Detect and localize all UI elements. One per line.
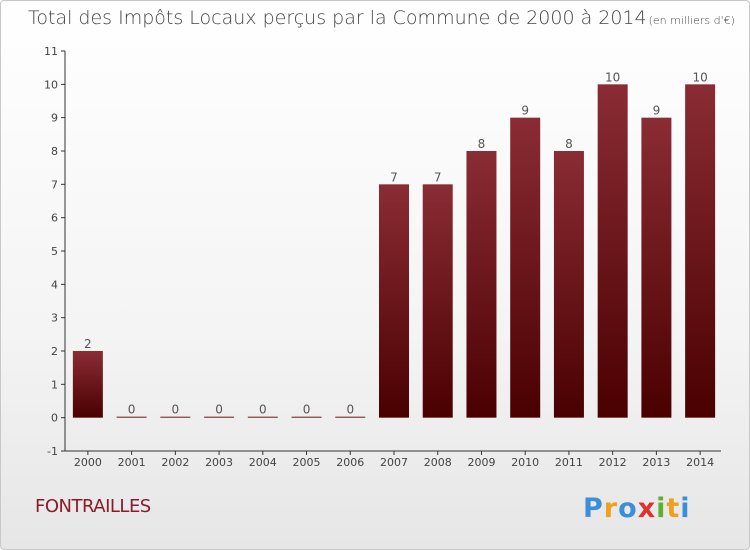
x-tick-label: 2006 <box>336 456 364 469</box>
y-tick-label: 4 <box>51 278 58 291</box>
bar-value-label: 10 <box>692 70 707 84</box>
bar-value-label: 0 <box>259 403 267 417</box>
y-tick-label: -1 <box>47 445 58 458</box>
bar <box>422 184 453 418</box>
chart-title-text: Total des Impôts Locaux perçus par la Co… <box>28 7 647 29</box>
bar-value-label: 0 <box>346 403 354 417</box>
y-tick-label: 3 <box>51 312 58 325</box>
x-tick-label: 2004 <box>249 456 277 469</box>
x-tick-label: 2012 <box>599 456 627 469</box>
y-tick-label: 9 <box>51 112 58 125</box>
bar <box>510 117 541 418</box>
x-tick-label: 2003 <box>205 456 233 469</box>
bar <box>204 416 235 418</box>
x-axis-labels: 2000 2001 2002 2003 2004 2005 2006 2007 2008 2009… <box>74 451 714 469</box>
bar <box>641 117 672 418</box>
x-tick-label: 2009 <box>467 456 495 469</box>
y-tick-label: 0 <box>51 412 58 425</box>
bars-group: 2 0 0 0 0 0 0 7 7 8 9 8 10 9 10 <box>72 70 716 418</box>
x-tick-label: 2001 <box>118 456 146 469</box>
bar-value-label: 7 <box>434 170 442 184</box>
bar <box>72 351 103 418</box>
y-tick-label: 8 <box>51 145 58 158</box>
bar-value-label: 2 <box>84 337 92 351</box>
bar-value-label: 8 <box>565 137 573 151</box>
bar-value-label: 10 <box>605 70 620 84</box>
y-tick-label: 1 <box>51 378 58 391</box>
x-tick-label: 2014 <box>686 456 714 469</box>
bar-value-label: 0 <box>172 403 180 417</box>
x-tick-label: 2010 <box>511 456 539 469</box>
y-tick-label: 5 <box>51 245 58 258</box>
bar-value-label: 7 <box>390 170 398 184</box>
y-tick-label: 11 <box>44 45 58 58</box>
x-tick-label: 2002 <box>161 456 189 469</box>
y-tick-label: 6 <box>51 212 58 225</box>
bar <box>379 184 409 418</box>
y-tick-label: 10 <box>44 78 58 91</box>
bar-value-label: 9 <box>521 104 529 118</box>
commune-name: FONTRAILLES <box>35 496 151 517</box>
y-tick-label: 2 <box>51 345 58 358</box>
bar <box>160 416 191 418</box>
x-tick-label: 2008 <box>424 456 452 469</box>
bar <box>116 416 147 418</box>
y-tick-label: 7 <box>51 178 58 191</box>
x-tick-label: 2007 <box>380 456 408 469</box>
bar <box>466 151 497 418</box>
x-tick-label: 2000 <box>74 456 102 469</box>
bar <box>685 84 716 418</box>
chart-title: Total des Impôts Locaux perçus par la Co… <box>28 7 735 29</box>
proxiti-logo: Proxiti <box>583 493 691 521</box>
svg-text:Proxiti: Proxiti <box>583 493 691 521</box>
bar <box>335 416 366 418</box>
bar-value-label: 0 <box>128 403 136 417</box>
x-tick-label: 2013 <box>642 456 670 469</box>
y-axis-ticks: -1 0 1 2 3 4 5 6 7 8 9 10 11 <box>44 45 65 458</box>
bar-value-label: 9 <box>653 104 661 118</box>
bar <box>247 416 278 418</box>
bar <box>597 84 628 418</box>
bar-value-label: 8 <box>478 137 486 151</box>
bar <box>291 416 322 418</box>
bar <box>553 151 584 418</box>
x-tick-label: 2011 <box>555 456 583 469</box>
bar-value-label: 0 <box>215 403 223 417</box>
chart-subtitle: (en milliers d'€) <box>648 14 735 27</box>
x-tick-label: 2005 <box>293 456 321 469</box>
bar-value-label: 0 <box>303 403 311 417</box>
